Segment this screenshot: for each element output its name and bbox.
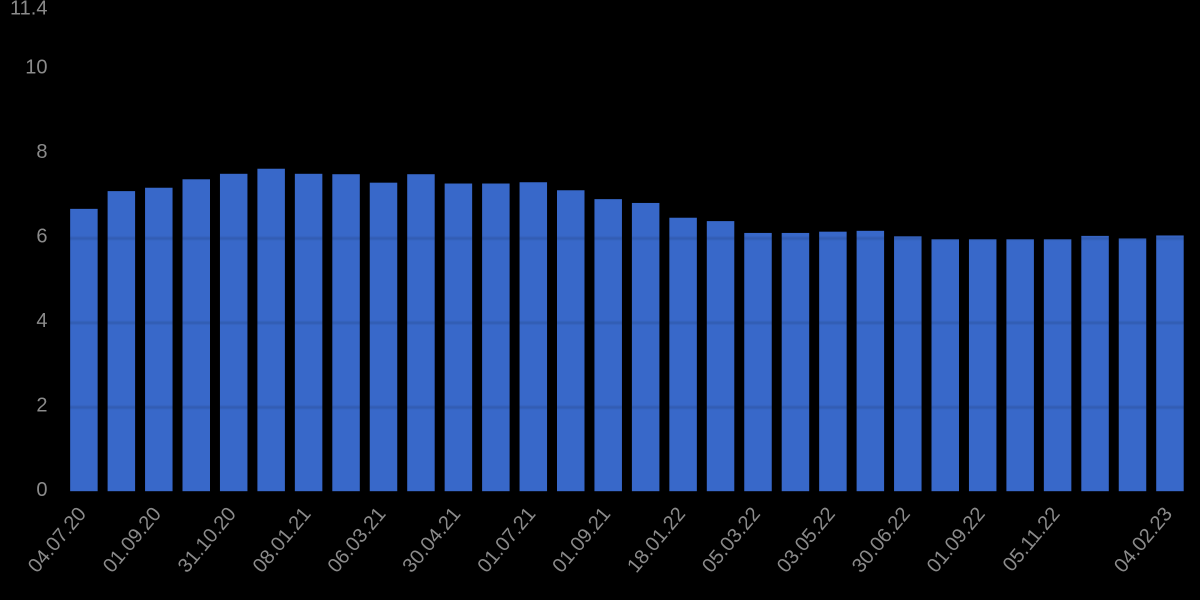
svg-text:4: 4 bbox=[36, 310, 47, 332]
svg-text:8: 8 bbox=[36, 141, 47, 163]
svg-text:0: 0 bbox=[36, 479, 47, 501]
svg-text:10: 10 bbox=[25, 56, 47, 78]
svg-text:2: 2 bbox=[36, 394, 47, 416]
svg-text:6: 6 bbox=[36, 225, 47, 247]
svg-text:11.4: 11.4 bbox=[10, 0, 47, 19]
